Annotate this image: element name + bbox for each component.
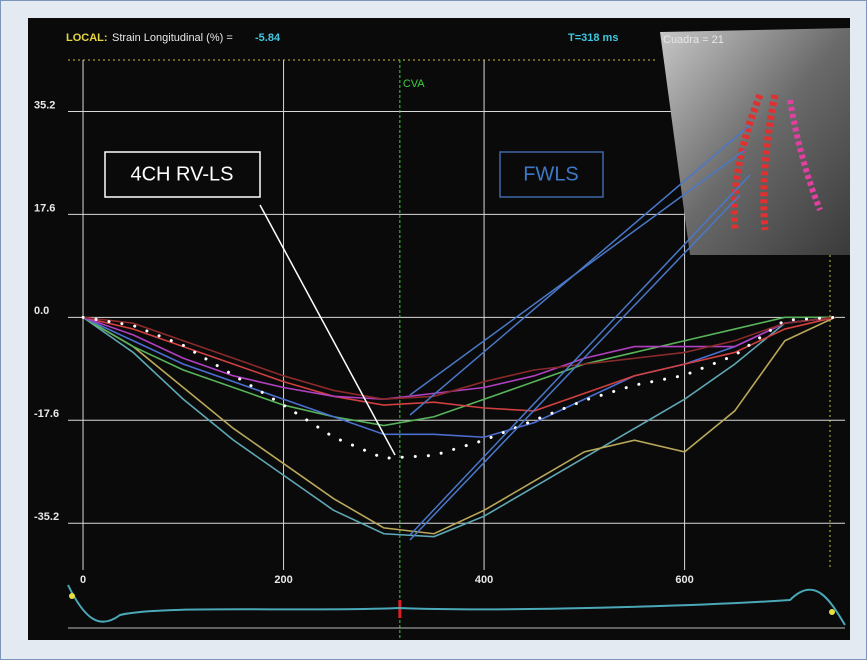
series-line — [82, 316, 836, 535]
series-line — [82, 316, 836, 401]
echo-trace — [730, 93, 779, 231]
y-tick-label: -35.2 — [34, 511, 59, 523]
echo-image — [660, 28, 850, 255]
series-line — [82, 316, 836, 538]
cva-label: CVA — [403, 78, 425, 90]
series-line — [82, 316, 836, 412]
x-tick-label: 200 — [274, 574, 292, 586]
time-label: T=318 ms — [568, 32, 618, 44]
ecg-trace — [67, 584, 846, 626]
arrows — [409, 124, 751, 541]
frame-label: Cuadra = 21 — [663, 34, 724, 46]
annotation: 4CH RV-LS — [130, 163, 233, 185]
x-tick-label: 600 — [675, 574, 693, 586]
ecg-marker — [829, 609, 835, 615]
y-tick-label: 0.0 — [34, 305, 49, 317]
local-label: LOCAL: — [66, 32, 108, 44]
ecg-marker — [69, 593, 75, 599]
measure-value: -5.84 — [255, 32, 281, 44]
arrow — [259, 204, 396, 456]
series-line — [82, 316, 836, 439]
measure-label: Strain Longitudinal (%) = — [112, 32, 233, 44]
y-tick-label: -17.6 — [34, 408, 59, 420]
annotation-box — [104, 151, 261, 198]
annotation-box — [499, 151, 604, 198]
annotation: FWLS — [523, 163, 579, 185]
x-tick-label: 0 — [80, 574, 86, 586]
y-tick-label: 35.2 — [34, 99, 55, 111]
y-tick-label: 17.6 — [34, 202, 55, 214]
x-tick-label: 400 — [475, 574, 493, 586]
echo-trace — [787, 99, 823, 212]
series-line — [82, 316, 835, 427]
